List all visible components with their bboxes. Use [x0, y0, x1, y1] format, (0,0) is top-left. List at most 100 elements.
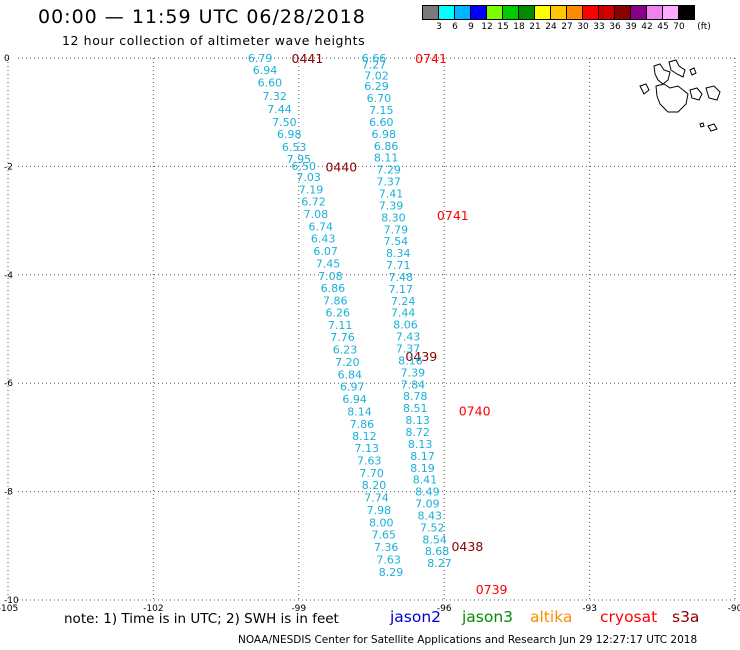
footer-note: note: 1) Time is in UTC; 2) SWH is in fe… — [64, 611, 339, 627]
galapagos-islands — [639, 59, 721, 132]
wave-height-value: 6.23 — [333, 344, 358, 357]
wave-height-value: 7.63 — [357, 455, 382, 468]
legend-label: 42 — [641, 22, 653, 32]
wave-height-value: 8.68 — [425, 545, 450, 558]
pass-time-label: 0739 — [476, 582, 508, 597]
wave-height-value: 7.41 — [379, 188, 404, 201]
y-tick-label: 0 — [4, 54, 10, 64]
wave-height-legend: 3 6 9 12 15 18 21 24 27 30 33 36 39 42 45 70 (ft) — [422, 5, 711, 32]
legend-label: 36 — [609, 22, 621, 32]
x-tick-label: -93 — [582, 604, 597, 614]
wave-height-value: 6.72 — [301, 196, 326, 209]
island-outline — [705, 85, 721, 101]
wave-height-value: 6.86 — [374, 140, 399, 153]
y-tick-label: -6 — [4, 379, 13, 389]
wave-height-value: 7.48 — [388, 271, 413, 284]
y-tick-label: -10 — [4, 596, 19, 606]
legend-label: 39 — [625, 22, 637, 32]
wave-height-value: 8.72 — [405, 426, 430, 439]
wave-height-value: 7.13 — [355, 442, 380, 455]
wave-height-value: 8.14 — [347, 405, 372, 418]
y-tick-label: -8 — [4, 488, 13, 498]
wave-height-value: 7.39 — [379, 199, 404, 212]
wave-height-value: 8.30 — [381, 211, 406, 224]
wave-height-value: 8.00 — [369, 516, 394, 529]
satellite-name-cryosat: cryosat — [600, 608, 658, 626]
legend-label: 18 — [513, 22, 525, 32]
island-outline — [639, 83, 650, 95]
legend-label: 3 — [436, 22, 442, 32]
legend-labels: 3 6 9 12 15 18 21 24 27 30 33 36 39 42 45 70 (ft) — [422, 20, 711, 32]
wave-height-value: 6.07 — [313, 245, 338, 258]
wave-height-value: 8.49 — [415, 486, 440, 499]
wave-height-value: 7.24 — [391, 295, 416, 308]
pass-time-label: 0741 — [415, 51, 447, 66]
wave-height-value: 7.54 — [384, 235, 409, 248]
map-axes: -105 -102 -99 -96 -93 -90 0 -2 -4 -6 -8 -10 — [0, 54, 740, 614]
wave-height-value: 7.65 — [372, 528, 397, 541]
legend-swatch — [678, 5, 695, 20]
island-outline — [699, 122, 705, 128]
island-outline — [655, 83, 689, 113]
wave-height-value: 6.29 — [364, 80, 389, 93]
wave-height-value: 7.84 — [401, 378, 426, 391]
wave-height-value: 8.41 — [413, 474, 438, 487]
wave-height-value: 7.44 — [391, 307, 416, 320]
wave-height-value: 7.39 — [401, 366, 426, 379]
wave-height-value: 7.03 — [296, 171, 321, 184]
wave-height-value: 7.52 — [420, 521, 445, 534]
wave-height-value: 6.70 — [367, 92, 392, 105]
wave-height-value: 8.11 — [374, 152, 399, 165]
wave-height-value: 7.50 — [272, 116, 297, 129]
wave-height-value: 8.54 — [422, 533, 447, 546]
wave-height-value: 6.79 — [248, 52, 273, 65]
y-tick-label: -2 — [4, 162, 13, 172]
wave-height-value: 8.43 — [418, 509, 443, 522]
pass-time-label: 0441 — [292, 51, 324, 66]
wave-height-value: 6.26 — [325, 307, 350, 320]
wave-height-value: 7.95 — [287, 153, 312, 166]
wave-height-value: 7.02 — [364, 69, 389, 82]
wave-height-value: 8.51 — [403, 402, 428, 415]
wave-height-value: 7.20 — [335, 356, 360, 369]
wave-height-value: 7.44 — [267, 103, 292, 116]
wave-height-value: 8.27 — [427, 557, 452, 570]
wave-height-value: 6.60 — [258, 76, 283, 89]
legend-label: 9 — [468, 22, 474, 32]
legend-swatches — [422, 5, 695, 20]
wave-height-value: 6.94 — [342, 393, 367, 406]
wave-height-value: 8.13 — [405, 414, 430, 427]
wave-height-value: 7.74 — [364, 492, 389, 505]
wave-height-value: 7.71 — [386, 259, 411, 272]
wave-height-value: 8.16 — [398, 354, 423, 367]
pass-time-label: 0741 — [437, 208, 469, 223]
wave-height-value: 7.11 — [328, 319, 353, 332]
wave-height-value: 6.98 — [277, 128, 302, 141]
wave-height-value: 7.86 — [323, 294, 348, 307]
wave-height-value: 8.12 — [352, 430, 377, 443]
wave-height-value: 7.70 — [359, 467, 384, 480]
island-outline — [653, 63, 671, 85]
wave-height-value: 7.79 — [384, 223, 409, 236]
x-tick-label: -90 — [728, 604, 740, 614]
legend-label: 12 — [481, 22, 493, 32]
wave-height-value: 7.08 — [304, 208, 329, 221]
legend-unit: (ft) — [697, 22, 711, 32]
legend-label: 27 — [561, 22, 573, 32]
legend-label: 33 — [593, 22, 605, 32]
wave-height-value: 6.66 — [362, 52, 387, 65]
y-tick-label: -4 — [4, 271, 13, 281]
wave-height-value: 7.63 — [376, 553, 401, 566]
wave-height-value: 7.29 — [376, 164, 401, 177]
wave-height-value: 6.60 — [369, 116, 394, 129]
wave-height-value: 8.29 — [379, 566, 404, 579]
wave-height-value: 7.36 — [374, 541, 399, 554]
wave-height-value: 6.74 — [308, 221, 333, 234]
wave-height-value: 6.43 — [311, 232, 336, 245]
wave-height-value: 8.06 — [393, 319, 418, 332]
wave-height-value: 6.98 — [372, 128, 397, 141]
island-outline — [689, 67, 697, 76]
wave-height-value: 6.86 — [321, 282, 346, 295]
wave-height-value: 6.50 — [292, 160, 317, 173]
